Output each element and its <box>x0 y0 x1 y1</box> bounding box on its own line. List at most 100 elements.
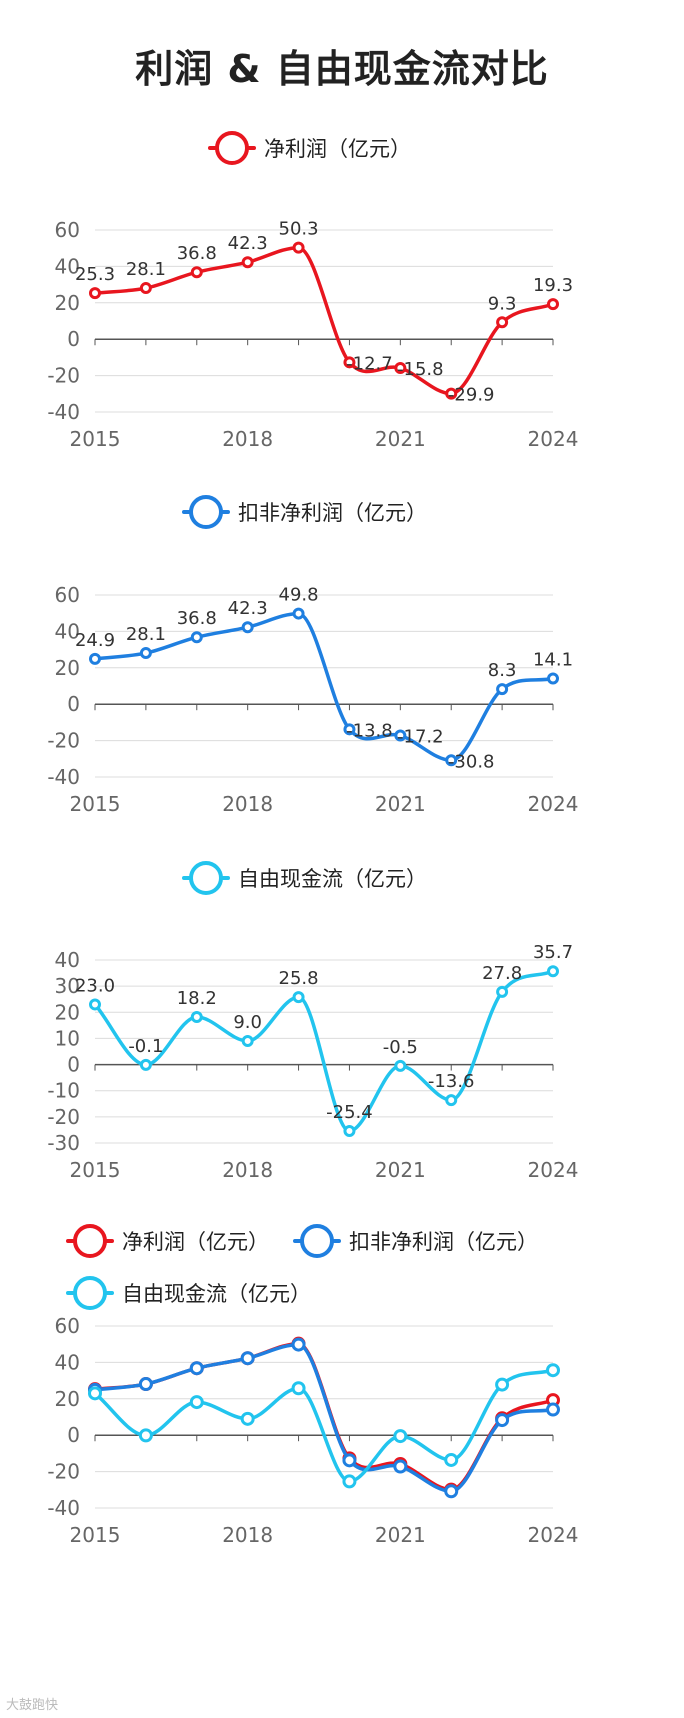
x-tick-label: 2015 <box>70 792 121 816</box>
watermark: 大鼓跑快 <box>6 1698 59 1713</box>
data-label: 14.1 <box>533 650 573 671</box>
y-tick-label: -20 <box>47 1105 80 1129</box>
data-point <box>291 1381 306 1396</box>
data-label: -12.7 <box>346 353 393 374</box>
x-tick-label: 2021 <box>375 427 426 451</box>
x-tick-label: 2018 <box>222 427 273 451</box>
y-tick-label: 0 <box>67 1053 80 1077</box>
data-label: 36.8 <box>177 608 217 629</box>
data-point <box>444 1452 459 1467</box>
data-label: 9.0 <box>233 1012 262 1033</box>
y-tick-label: 40 <box>55 254 80 278</box>
series-line-1 <box>94 245 554 396</box>
legend-circle-icon-4-2 <box>300 1224 334 1258</box>
x-tick-label: 2015 <box>70 1523 121 1547</box>
series-line-1 <box>94 611 554 763</box>
y-tick-label: -40 <box>47 400 80 424</box>
legend-label: 自由现金流（亿元） <box>122 1282 311 1306</box>
data-point <box>190 266 203 279</box>
data-label: 50.3 <box>279 219 319 240</box>
data-point <box>342 1453 357 1468</box>
data-point <box>393 1429 408 1444</box>
data-point <box>547 298 559 311</box>
page-title: 利润 & 自由现金流对比 <box>135 47 549 91</box>
data-point <box>189 1361 204 1376</box>
y-tick-label: 60 <box>55 583 80 607</box>
data-label: -0.5 <box>383 1037 418 1058</box>
data-point <box>547 672 559 685</box>
chart-2: 扣非净利润（亿元） 60 40 20 0 -20 -40 2015 2018 2021 2024 24… <box>47 495 579 816</box>
y-tick-label: -20 <box>47 1460 80 1484</box>
data-point <box>292 991 305 1004</box>
data-label: 36.8 <box>177 243 217 264</box>
y-tick-label: 30 <box>55 974 80 998</box>
data-label: 27.8 <box>482 963 522 984</box>
data-label: -0.1 <box>128 1036 163 1057</box>
data-point <box>444 1484 459 1499</box>
data-point <box>291 1337 306 1352</box>
data-label: -17.2 <box>397 727 444 748</box>
data-point <box>445 387 458 400</box>
data-point <box>241 1035 254 1048</box>
data-point <box>241 621 254 634</box>
data-point <box>139 1058 152 1071</box>
data-label: 28.1 <box>126 624 166 645</box>
data-label: 24.9 <box>75 630 115 651</box>
data-point <box>496 316 509 329</box>
legend-label: 扣非净利润（亿元） <box>238 501 427 525</box>
y-tick-label: 20 <box>55 1387 80 1411</box>
data-label: 25.3 <box>75 264 115 285</box>
legend-circle-icon-1-1 <box>215 131 249 165</box>
data-point <box>292 241 305 254</box>
legend-label: 净利润（亿元） <box>264 137 411 161</box>
y-tick-label: 0 <box>67 327 80 351</box>
data-point <box>138 1428 153 1443</box>
data-point <box>495 1377 510 1392</box>
data-point <box>189 1395 204 1410</box>
y-tick-label: 60 <box>55 218 80 242</box>
data-label: 35.7 <box>533 942 573 963</box>
x-tick-label: 2018 <box>222 792 273 816</box>
data-label: -15.8 <box>397 359 444 380</box>
y-tick-label: -20 <box>47 729 80 753</box>
data-point <box>88 1386 102 1401</box>
data-point <box>240 1351 255 1366</box>
y-tick-label: 40 <box>55 1350 80 1374</box>
data-label: 9.3 <box>488 293 517 314</box>
data-label: -25.4 <box>326 1102 373 1123</box>
x-tick-label: 2024 <box>528 792 579 816</box>
data-point <box>89 652 101 665</box>
y-tick-label: 20 <box>55 1000 80 1024</box>
data-point <box>546 1402 560 1417</box>
x-tick-label: 2018 <box>222 1523 273 1547</box>
x-tick-label: 2024 <box>528 1158 579 1182</box>
data-point <box>496 683 509 696</box>
y-tick-label: 0 <box>67 692 80 716</box>
x-tick-label: 2021 <box>375 1158 426 1182</box>
y-tick-label: 60 <box>55 1314 80 1338</box>
y-tick-label: -10 <box>47 1079 80 1103</box>
data-label: -13.6 <box>428 1071 475 1092</box>
y-tick-label: -30 <box>47 1131 80 1155</box>
data-point <box>343 356 356 369</box>
x-tick-label: 2024 <box>528 427 579 451</box>
legend-circle-icon-2-1 <box>189 495 223 529</box>
y-tick-label: -20 <box>47 364 80 388</box>
data-point <box>241 256 254 269</box>
y-tick-label: 40 <box>55 619 80 643</box>
data-point <box>138 1377 153 1392</box>
data-point <box>343 723 356 736</box>
y-tick-label: 10 <box>55 1026 80 1050</box>
x-tick-label: 2021 <box>375 1523 426 1547</box>
data-label: 8.3 <box>488 660 517 681</box>
data-label: -30.8 <box>448 751 495 772</box>
y-tick-label: 20 <box>55 291 80 315</box>
data-point <box>495 1413 510 1428</box>
y-tick-label: -40 <box>47 1496 80 1520</box>
data-point <box>546 1363 560 1378</box>
legend-label: 自由现金流（亿元） <box>238 867 427 891</box>
y-tick-label: 40 <box>55 948 80 972</box>
legend-label: 净利润（亿元） <box>122 1230 269 1254</box>
